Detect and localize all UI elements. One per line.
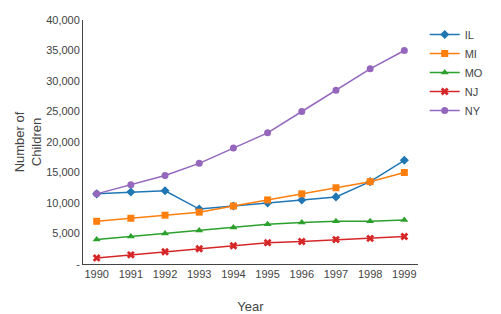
svg-text:1998: 1998 [358, 268, 382, 280]
svg-text:25,000: 25,000 [46, 105, 80, 117]
svg-text:1999: 1999 [392, 268, 416, 280]
svg-text:1993: 1993 [187, 268, 211, 280]
svg-text:35,000: 35,000 [46, 44, 80, 56]
svg-text:-: - [76, 258, 80, 270]
svg-text:1990: 1990 [84, 268, 108, 280]
svg-text:Year: Year [237, 299, 264, 314]
svg-text:1997: 1997 [324, 268, 348, 280]
svg-text:1991: 1991 [119, 268, 143, 280]
svg-text:40,000: 40,000 [46, 14, 80, 26]
svg-text:20,000: 20,000 [46, 136, 80, 148]
svg-text:MO: MO [465, 67, 483, 79]
svg-text:NY: NY [465, 105, 481, 117]
svg-text:MI: MI [465, 48, 477, 60]
svg-text:1992: 1992 [153, 268, 177, 280]
svg-text:IL: IL [465, 29, 474, 41]
svg-text:30,000: 30,000 [46, 75, 80, 87]
svg-text:5,000: 5,000 [52, 227, 80, 239]
svg-text:1996: 1996 [290, 268, 314, 280]
svg-text:1995: 1995 [255, 268, 279, 280]
svg-text:Number ofChildren: Number ofChildren [12, 111, 44, 172]
svg-text:NJ: NJ [465, 86, 478, 98]
svg-text:1994: 1994 [221, 268, 245, 280]
svg-text:15,000: 15,000 [46, 166, 80, 178]
svg-text:10,000: 10,000 [46, 197, 80, 209]
